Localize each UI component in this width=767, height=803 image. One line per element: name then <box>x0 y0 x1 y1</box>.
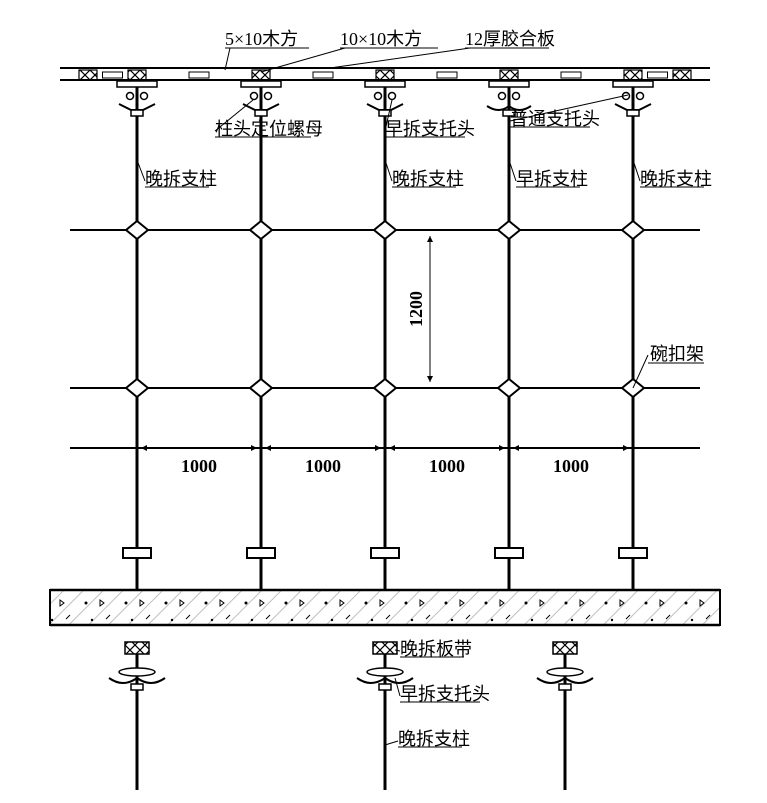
vertical-dim: 1200 <box>406 291 426 327</box>
timber-block <box>79 70 97 80</box>
span-dim: 1000 <box>305 456 341 476</box>
callout-label: 晚拆支柱 <box>145 169 217 189</box>
bowl-coupler <box>126 379 148 397</box>
bowl-coupler <box>250 379 272 397</box>
head-plate <box>489 81 529 87</box>
late-strip-band <box>373 642 397 654</box>
head-plate <box>241 81 281 87</box>
top-label: 10×10木方 <box>340 29 422 49</box>
base-plate <box>247 548 275 558</box>
locking-nut <box>627 110 639 116</box>
callout-label: 早拆支托头 <box>400 684 490 704</box>
bowl-coupler <box>126 221 148 239</box>
span-dim: 1000 <box>429 456 465 476</box>
base-plate <box>495 548 523 558</box>
bowl-coupler <box>374 221 396 239</box>
callout-label: 早拆支托头 <box>385 119 475 139</box>
bowl-coupler <box>498 221 520 239</box>
late-strip-band <box>553 642 577 654</box>
timber-block <box>673 70 691 80</box>
callout-label: 晚拆板带 <box>400 639 472 659</box>
secondary-timber <box>648 72 668 78</box>
timber-block <box>500 70 518 80</box>
side-label: 碗扣架 <box>650 344 704 364</box>
head-plate <box>117 81 157 87</box>
top-label: 5×10木方 <box>225 29 298 49</box>
base-plate <box>123 548 151 558</box>
top-label: 12厚胶合板 <box>465 29 555 49</box>
bowl-coupler <box>622 221 644 239</box>
base-plate <box>371 548 399 558</box>
secondary-timber <box>437 72 457 78</box>
span-dim: 1000 <box>181 456 217 476</box>
callout-label: 晚拆支柱 <box>392 169 464 189</box>
bowl-coupler <box>250 221 272 239</box>
callout-label: 晚拆支柱 <box>398 729 470 749</box>
timber-block <box>128 70 146 80</box>
head-plate <box>365 81 405 87</box>
bowl-coupler <box>498 379 520 397</box>
late-strip-band <box>125 642 149 654</box>
span-dim: 1000 <box>553 456 589 476</box>
callout-label: 柱头定位螺母 <box>215 119 323 139</box>
callout-label: 早拆支柱 <box>516 169 588 189</box>
locking-nut <box>131 110 143 116</box>
callout-label: 普通支托头 <box>510 109 600 129</box>
secondary-timber <box>189 72 209 78</box>
timber-block <box>624 70 642 80</box>
bowl-coupler <box>374 379 396 397</box>
head-plate <box>613 81 653 87</box>
timber-block <box>376 70 394 80</box>
secondary-timber <box>103 72 123 78</box>
base-plate <box>619 548 647 558</box>
formwork-diagram: 1000 1000 1000 1000 1200 5×10木方 10×10木方 12厚胶合板柱… <box>0 0 767 803</box>
secondary-timber <box>561 72 581 78</box>
locking-nut <box>255 110 267 116</box>
callout-label: 晚拆支柱 <box>640 169 712 189</box>
secondary-timber <box>313 72 333 78</box>
